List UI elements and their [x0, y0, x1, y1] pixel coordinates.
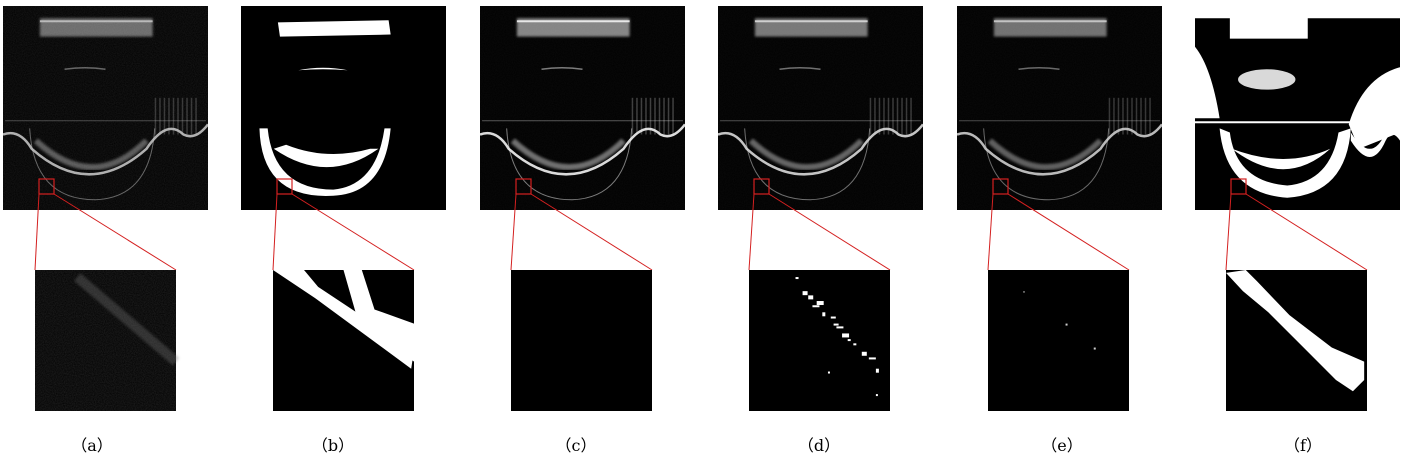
panel-e: [956, 6, 1163, 411]
panel-a: [2, 6, 209, 411]
zoom-line-right-a: [53, 193, 177, 271]
zoom-line-left-c: [510, 193, 517, 271]
zoom-line-right-b: [291, 193, 415, 271]
panel-f: [1195, 6, 1400, 411]
roi-box-c: [515, 178, 532, 195]
zoom-line-right-f: [1245, 193, 1368, 271]
panel-caption-f: （f）: [1284, 436, 1322, 455]
panel-d: [717, 6, 924, 411]
zoom-inset-a: [35, 270, 180, 411]
zoom-line-left-e: [987, 193, 994, 271]
zoom-line-left-d: [748, 193, 755, 271]
zoom-line-left-b: [272, 193, 278, 271]
scan-image-a: [2, 6, 209, 210]
roi-box-a: [38, 178, 55, 195]
roi-box-f: [1230, 178, 1247, 195]
panel-caption-c: （c）: [555, 436, 597, 455]
zoom-inset-b: [273, 270, 414, 411]
roi-box-d: [753, 178, 770, 195]
panel-caption-e: （e）: [1041, 436, 1083, 455]
zoom-inset-c: [511, 270, 652, 411]
panel-c: [479, 6, 686, 411]
zoom-line-right-e: [1007, 193, 1130, 271]
zoom-inset-d: [749, 270, 890, 411]
roi-box-b: [276, 178, 293, 195]
panel-caption-d: （d）: [797, 436, 841, 455]
panel-caption-b: （b）: [311, 436, 355, 455]
zoom-line-left-a: [34, 193, 40, 271]
scan-image-b: [241, 6, 446, 210]
zoom-line-left-f: [1225, 193, 1232, 271]
panel-caption-a: （a）: [71, 436, 113, 455]
scan-image-c: [479, 6, 686, 210]
scan-image-f: [1195, 6, 1400, 210]
roi-box-e: [992, 178, 1009, 195]
zoom-line-right-d: [768, 193, 891, 271]
panel-b: [241, 6, 446, 411]
scan-image-d: [717, 6, 924, 210]
zoom-line-right-c: [530, 193, 653, 271]
zoom-inset-f: [1226, 270, 1367, 411]
zoom-inset-e: [988, 270, 1129, 411]
scan-image-e: [956, 6, 1163, 210]
